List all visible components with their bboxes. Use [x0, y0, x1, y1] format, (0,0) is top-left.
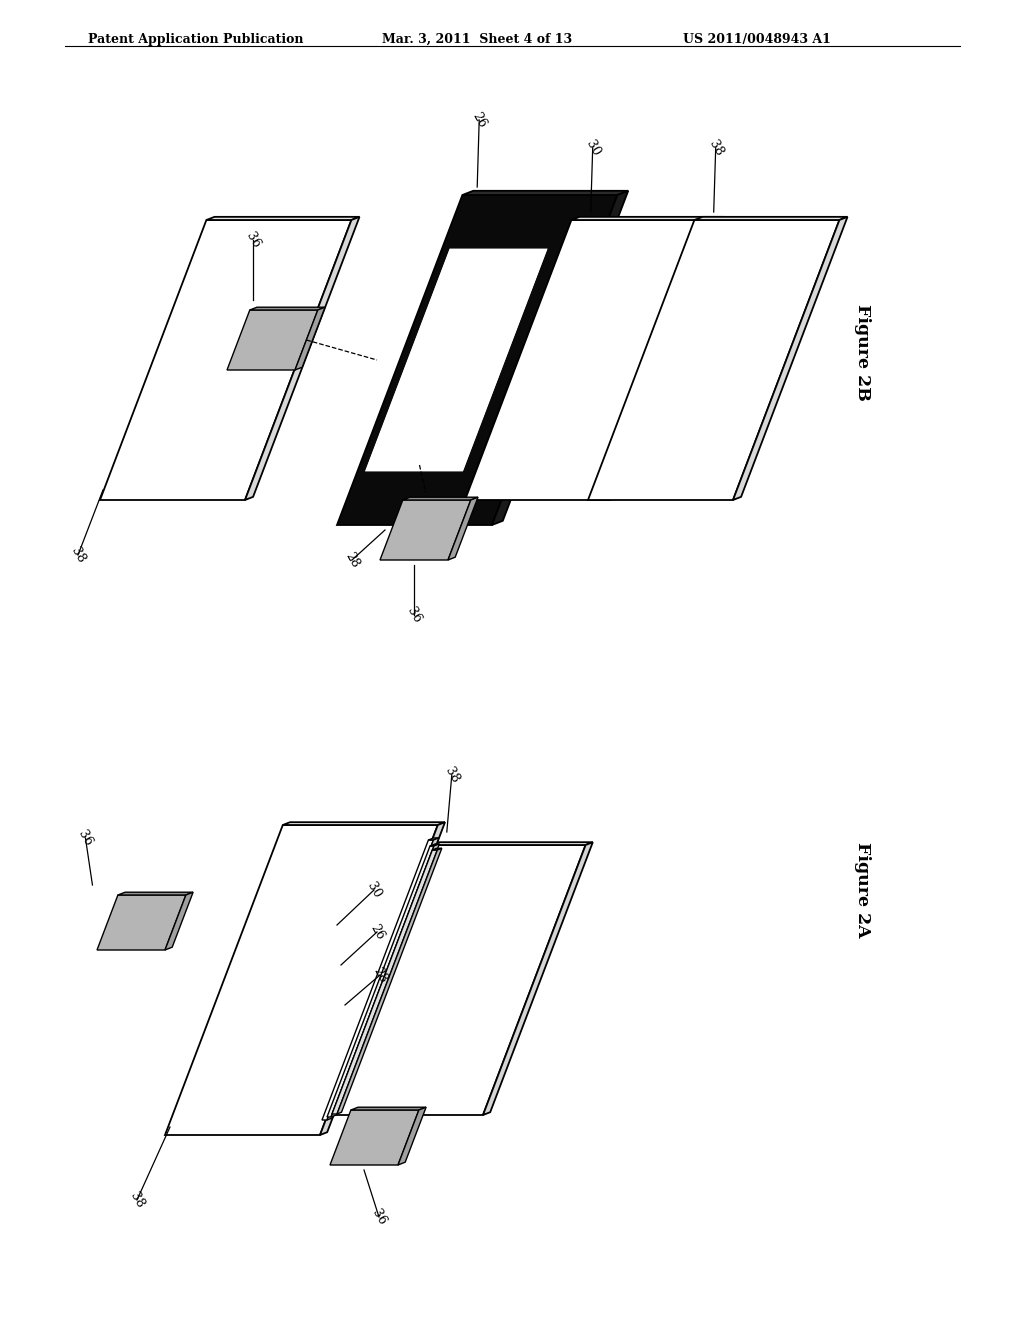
Polygon shape — [100, 220, 351, 500]
Polygon shape — [588, 220, 840, 500]
Text: 38: 38 — [69, 545, 88, 565]
Polygon shape — [332, 850, 437, 1114]
Polygon shape — [449, 498, 478, 560]
Polygon shape — [322, 840, 433, 1119]
Polygon shape — [327, 838, 439, 1119]
Text: 26: 26 — [368, 921, 387, 942]
Polygon shape — [319, 822, 445, 1135]
Polygon shape — [571, 216, 725, 220]
Polygon shape — [465, 220, 717, 500]
Polygon shape — [250, 308, 325, 310]
Polygon shape — [432, 849, 441, 850]
Polygon shape — [165, 825, 438, 1135]
Polygon shape — [328, 845, 586, 1115]
Polygon shape — [337, 849, 441, 1114]
Text: 38: 38 — [442, 764, 462, 785]
Polygon shape — [610, 216, 725, 500]
Text: Figure 2B: Figure 2B — [853, 304, 870, 400]
Text: 28: 28 — [371, 965, 389, 985]
Polygon shape — [327, 846, 434, 1117]
Polygon shape — [367, 249, 546, 470]
Polygon shape — [227, 310, 317, 370]
Text: US 2011/0048943 A1: US 2011/0048943 A1 — [683, 33, 830, 46]
Text: Figure 2A: Figure 2A — [853, 842, 870, 937]
Polygon shape — [337, 195, 617, 525]
Polygon shape — [483, 842, 593, 1115]
Polygon shape — [463, 191, 628, 195]
Polygon shape — [492, 191, 628, 525]
Text: 28: 28 — [342, 550, 361, 570]
Text: 38: 38 — [127, 1189, 146, 1210]
Text: 36: 36 — [244, 230, 263, 251]
Text: 36: 36 — [370, 1206, 389, 1228]
Polygon shape — [402, 498, 478, 500]
Polygon shape — [331, 843, 439, 1117]
Polygon shape — [431, 842, 593, 845]
Text: 36: 36 — [76, 828, 95, 849]
Text: Mar. 3, 2011  Sheet 4 of 13: Mar. 3, 2011 Sheet 4 of 13 — [382, 33, 572, 46]
Polygon shape — [380, 500, 471, 560]
Polygon shape — [283, 822, 445, 825]
Polygon shape — [295, 308, 325, 370]
Text: 30: 30 — [583, 137, 602, 158]
Text: 38: 38 — [707, 137, 725, 158]
Text: 30: 30 — [365, 880, 384, 900]
Polygon shape — [733, 216, 848, 500]
Polygon shape — [430, 843, 439, 846]
Text: 36: 36 — [404, 605, 424, 626]
Polygon shape — [165, 892, 194, 950]
Polygon shape — [207, 216, 359, 220]
Polygon shape — [118, 892, 194, 895]
Polygon shape — [351, 1107, 426, 1110]
Polygon shape — [245, 216, 359, 500]
Polygon shape — [97, 895, 186, 950]
Text: Patent Application Publication: Patent Application Publication — [88, 33, 303, 46]
Polygon shape — [330, 1110, 419, 1166]
Polygon shape — [694, 216, 848, 220]
Polygon shape — [398, 1107, 426, 1166]
Polygon shape — [428, 838, 439, 840]
Text: 26: 26 — [470, 110, 488, 131]
